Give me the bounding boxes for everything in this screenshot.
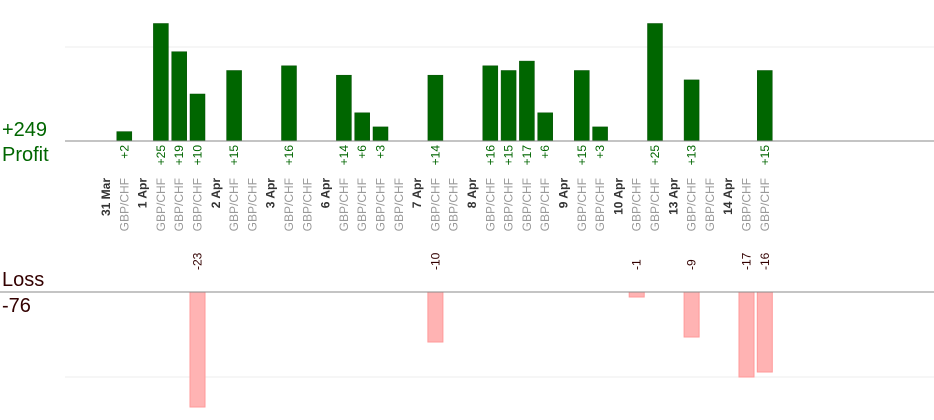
- profit-value-label: +15: [758, 145, 772, 166]
- profit-bar: [757, 70, 773, 142]
- profit-value-label: +6: [355, 145, 369, 159]
- profit-bar: [592, 126, 608, 142]
- date-label: 14 Apr: [721, 178, 735, 215]
- profit-bar: [683, 79, 700, 142]
- profit-bar: [281, 65, 297, 142]
- loss-bar: [628, 291, 645, 298]
- date-label: 1 Apr: [136, 178, 150, 209]
- pair-label: GBP/CHF: [191, 178, 205, 231]
- date-label: 3 Apr: [264, 178, 278, 209]
- pair-label: GBP/CHF: [154, 178, 168, 231]
- loss-bar: [683, 291, 700, 338]
- loss-label: Loss: [2, 269, 45, 291]
- profit-value-label: +19: [172, 145, 186, 166]
- loss-value-label: -9: [685, 259, 699, 270]
- pair-label: GBP/CHF: [428, 178, 442, 231]
- profit-value-label: +25: [154, 145, 168, 166]
- profit-value-label: +16: [282, 145, 296, 166]
- profit-bar: [519, 60, 535, 142]
- pair-label: GBP/CHF: [172, 178, 186, 231]
- pair-label: GBP/CHF: [447, 178, 461, 231]
- date-label: 31 Mar: [99, 178, 113, 216]
- pair-label: GBP/CHF: [117, 178, 131, 231]
- profit-bar: [116, 131, 133, 142]
- date-label: 8 Apr: [465, 178, 479, 209]
- profit-value-label: +13: [685, 145, 699, 166]
- profit-value-label: +15: [227, 145, 241, 166]
- profit-bar: [482, 65, 499, 142]
- date-label: 2 Apr: [209, 178, 223, 209]
- profit-value-label: +15: [502, 145, 516, 166]
- date-label: 9 Apr: [557, 178, 571, 209]
- profit-value-label: +3: [593, 145, 607, 159]
- loss-bar: [756, 291, 773, 373]
- profit-bar: [354, 112, 370, 142]
- profit-value-label: +14: [337, 145, 351, 166]
- pair-label: GBP/CHF: [740, 178, 754, 231]
- date-label: 7 Apr: [410, 178, 424, 209]
- pair-label: GBP/CHF: [374, 178, 388, 231]
- pair-label: GBP/CHF: [520, 178, 534, 231]
- profit-bar: [647, 23, 663, 142]
- loss-value-label: -1: [630, 259, 644, 270]
- pair-label: GBP/CHF: [703, 178, 717, 231]
- loss-value-label: -17: [740, 252, 754, 270]
- profit-bar: [153, 23, 169, 142]
- pair-label: GBP/CHF: [648, 178, 662, 231]
- pair-label: GBP/CHF: [685, 178, 699, 231]
- pair-label: GBP/CHF: [282, 178, 296, 231]
- pair-label: GBP/CHF: [300, 178, 314, 231]
- loss-value-label: -10: [428, 252, 442, 270]
- profit-value-label: +6: [538, 145, 552, 159]
- profit-bar: [537, 112, 553, 142]
- profit-bar: [189, 93, 206, 142]
- loss-bar: [738, 291, 755, 378]
- loss-bar: [189, 291, 206, 408]
- pair-label: GBP/CHF: [392, 178, 406, 231]
- profit-value-label: +16: [483, 145, 497, 166]
- profit-value-label: +15: [575, 145, 589, 166]
- profit-bar: [574, 70, 590, 142]
- profit-value-label: +14: [428, 145, 442, 166]
- pair-label: GBP/CHF: [630, 178, 644, 231]
- pair-label: GBP/CHF: [538, 178, 552, 231]
- profit-bar: [171, 51, 187, 142]
- loss-value-label: -16: [758, 252, 772, 270]
- pair-label: GBP/CHF: [337, 178, 351, 231]
- profit-bar: [427, 74, 444, 142]
- loss-value-label: -23: [191, 252, 205, 270]
- profit-total: +249: [2, 119, 48, 141]
- profit-label: Profit: [2, 144, 49, 166]
- pair-label: GBP/CHF: [227, 178, 241, 231]
- pair-label: GBP/CHF: [758, 178, 772, 231]
- profit-value-label: +17: [520, 145, 534, 166]
- date-label: 6 Apr: [319, 178, 333, 209]
- profit-bar: [500, 70, 517, 142]
- pair-label: GBP/CHF: [593, 178, 607, 231]
- profit-value-label: +25: [648, 145, 662, 166]
- profit-bar: [226, 70, 242, 142]
- profit-value-label: +10: [191, 145, 205, 166]
- loss-total: -76: [2, 295, 31, 317]
- pair-label: GBP/CHF: [245, 178, 259, 231]
- profit-value-label: +3: [374, 145, 388, 159]
- pair-label: GBP/CHF: [575, 178, 589, 231]
- date-label: 13 Apr: [666, 178, 680, 215]
- date-label: 10 Apr: [611, 178, 625, 215]
- profit-bar: [372, 126, 389, 142]
- profit-bar: [336, 74, 352, 142]
- pair-label: GBP/CHF: [355, 178, 369, 231]
- pair-label: GBP/CHF: [502, 178, 516, 231]
- loss-bar: [427, 291, 444, 343]
- pair-label: GBP/CHF: [483, 178, 497, 231]
- profit-value-label: +2: [117, 145, 131, 159]
